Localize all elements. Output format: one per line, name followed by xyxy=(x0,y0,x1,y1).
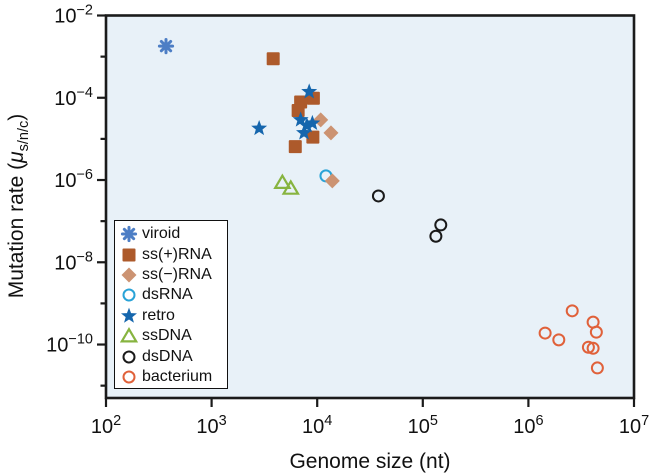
legend-label: ssDNA xyxy=(142,327,192,345)
legend-item-ss-rna: ss(−)RNA xyxy=(115,265,227,285)
series-viroid xyxy=(157,38,175,55)
legend-item-retro: retro xyxy=(115,306,227,326)
legend-item-ss-rna: ss(+)RNA xyxy=(115,244,227,264)
legend-marker-square-icon xyxy=(122,248,136,262)
series-bacterium xyxy=(538,304,604,375)
x-tick-label: 105 xyxy=(408,413,438,438)
legend-label: retro xyxy=(142,306,175,324)
series-retro xyxy=(251,83,321,140)
legend-marker-circle-icon xyxy=(122,370,136,384)
legend-item-dsdna: dsDNA xyxy=(115,346,227,366)
legend-item-viroid: viroid xyxy=(115,224,227,244)
x-axis-title: Genome size (nt) xyxy=(289,450,451,473)
x-tick-label: 104 xyxy=(302,413,332,438)
legend-label: viroid xyxy=(142,225,181,243)
legend-marker-star-icon xyxy=(121,307,137,323)
series-ss-rna xyxy=(266,52,320,154)
x-tick-label: 107 xyxy=(619,413,649,438)
series-ssdna xyxy=(273,173,300,195)
y-tick-label: 10−6 xyxy=(54,167,93,192)
plot-frame xyxy=(104,14,636,400)
tick-labels: 102 103 104 105 106 107 10−2 10−4 10−6 10−8 10−10 xyxy=(46,3,649,439)
y-tick-label: 10−2 xyxy=(54,3,93,28)
legend-item-bacterium: bacterium xyxy=(115,367,227,387)
x-tick-label: 103 xyxy=(196,413,226,438)
legend-label: bacterium xyxy=(142,367,213,385)
legend: viroid ss(+)RNA ss(−)RNA dsRNA retro ssDNA dsD… xyxy=(114,220,228,389)
x-tick-label: 106 xyxy=(513,413,543,438)
legend-label: ss(−)RNA xyxy=(142,265,212,283)
y-tick-label: 10−4 xyxy=(54,85,93,110)
legend-marker-triangle-icon xyxy=(119,327,139,343)
y-axis-title: Mutation rate (μs/n/c) xyxy=(5,114,32,299)
legend-label: dsDNA xyxy=(142,347,193,365)
series-dsdna xyxy=(371,189,448,243)
legend-marker-diamond-icon xyxy=(121,267,137,283)
y-tick-label: 10−10 xyxy=(46,332,93,357)
series-ss-rna xyxy=(313,112,340,189)
legend-label: dsRNA xyxy=(142,286,193,304)
axis-ticks xyxy=(97,14,636,407)
y-tick-label: 10−8 xyxy=(54,249,93,274)
legend-label: ss(+)RNA xyxy=(142,245,212,263)
legend-marker-circle-icon xyxy=(122,288,136,302)
legend-marker-circle-icon xyxy=(122,350,136,364)
legend-item-dsrna: dsRNA xyxy=(115,285,227,305)
x-tick-label: 102 xyxy=(91,413,121,438)
legend-marker-asterisk-icon xyxy=(120,226,138,243)
legend-item-ssdna: ssDNA xyxy=(115,326,227,346)
